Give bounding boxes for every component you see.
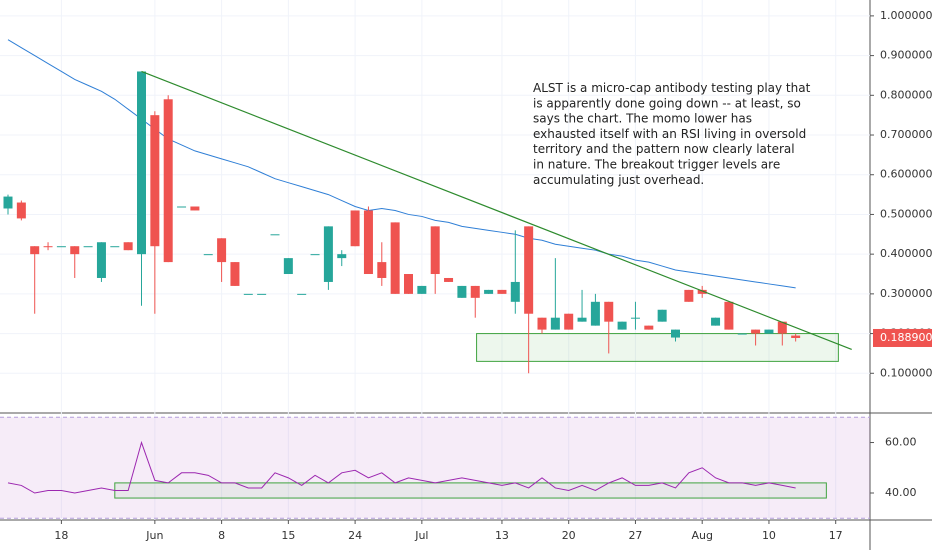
candle-body	[751, 329, 761, 334]
candle-body	[163, 99, 173, 263]
candle-body	[123, 242, 133, 251]
candle-body	[457, 285, 467, 298]
y-tick-label: 0.300000	[880, 287, 932, 300]
range-box	[476, 333, 839, 362]
y-tick-label: 0.600000	[880, 168, 932, 181]
candle-body	[310, 254, 320, 256]
candle-body	[484, 289, 494, 294]
candle-body	[230, 262, 240, 286]
candle-body	[43, 246, 53, 248]
candle-body	[470, 285, 480, 298]
rsi-box	[114, 482, 827, 499]
candle-body	[671, 329, 680, 338]
candle-body	[137, 71, 146, 255]
candle-body	[684, 289, 694, 302]
candle-body	[697, 289, 707, 294]
candle-body	[337, 254, 347, 259]
candle-body	[16, 202, 26, 219]
candle-body	[444, 277, 454, 282]
x-tick-label: 18	[54, 529, 68, 542]
candle-body	[190, 206, 200, 211]
candle-body	[630, 317, 640, 319]
candle-body	[96, 242, 106, 278]
candle-body	[711, 317, 721, 326]
candle-body	[350, 210, 360, 247]
candle-body	[617, 321, 627, 330]
annotation: exhausted itself with an RSI living in o…	[533, 127, 806, 141]
y-tick-label: 60.00	[885, 436, 917, 449]
candle-body	[777, 321, 787, 334]
candle-body	[737, 333, 747, 335]
trendline	[141, 70, 852, 351]
y-tick-label: 0.400000	[880, 247, 932, 260]
candle-body	[510, 281, 520, 302]
candle-body	[150, 115, 160, 247]
candle-body	[644, 325, 654, 330]
y-tick-label: 0.900000	[880, 49, 932, 62]
candle-body	[110, 246, 120, 248]
annotation: accumulating just overhead.	[533, 173, 704, 187]
y-tick-label: 0.100000	[880, 366, 932, 379]
candle-body	[3, 196, 13, 209]
x-tick-label: 20	[562, 529, 576, 542]
candle-body	[564, 313, 574, 330]
x-tick-label: Jun	[145, 529, 163, 542]
candle-body	[724, 301, 734, 330]
candle-body	[203, 254, 213, 256]
x-tick-label: Jul	[414, 529, 428, 542]
candle-body	[657, 309, 667, 322]
candle-body	[363, 210, 373, 275]
y-tick-label: 1.000000	[880, 9, 932, 22]
candle-body	[177, 206, 187, 208]
annotation: territory and the pattern now clearly la…	[533, 142, 795, 156]
candle-body	[56, 246, 66, 248]
x-tick-label: 15	[281, 529, 295, 542]
candle-body	[537, 317, 547, 330]
candle-body	[497, 289, 507, 294]
candle-body	[283, 258, 293, 275]
candle-body	[70, 246, 80, 255]
candle-body	[417, 285, 427, 294]
last-price-tag	[873, 328, 932, 347]
candle-body	[30, 246, 40, 255]
x-tick-label: 24	[348, 529, 362, 542]
x-tick-label: 8	[218, 529, 225, 542]
y-tick-label: 0.700000	[880, 128, 932, 141]
x-tick-label: Aug	[691, 529, 712, 542]
candle-body	[83, 246, 93, 248]
candle-body	[430, 226, 440, 275]
rsi-band	[0, 417, 870, 519]
annotation: says the chart. The momo lower has	[533, 112, 752, 126]
candle-body	[577, 317, 587, 322]
y-tick-label: 0.500000	[880, 207, 932, 220]
last-price-label: 0.188900	[880, 331, 932, 344]
annotation: is apparently done going down -- at leas…	[533, 96, 801, 110]
y-tick-label: 0.800000	[880, 88, 932, 101]
x-tick-label: 10	[762, 529, 776, 542]
candle-body	[590, 301, 600, 326]
rsi-line	[7, 440, 796, 494]
candle-body	[297, 293, 307, 295]
candle-body	[243, 293, 253, 295]
candle-body	[604, 301, 614, 322]
y-tick-label: 40.00	[885, 486, 917, 499]
candle-body	[550, 317, 560, 330]
candle-body	[404, 274, 413, 294]
candle-body	[270, 234, 280, 236]
candle-body	[390, 222, 400, 294]
x-tick-label: 17	[829, 529, 843, 542]
x-tick-label: 13	[495, 529, 509, 542]
candle-body	[764, 329, 774, 334]
candle-body	[323, 226, 333, 282]
annotation: in nature. The breakout trigger levels a…	[533, 158, 780, 172]
candle-body	[791, 335, 801, 338]
candle-body	[524, 226, 534, 314]
annotation: ALST is a micro-cap antibody testing pla…	[533, 81, 811, 95]
candle-body	[377, 262, 387, 278]
x-tick-label: 27	[628, 529, 642, 542]
candle-body	[257, 293, 267, 295]
candle-body	[217, 238, 227, 263]
